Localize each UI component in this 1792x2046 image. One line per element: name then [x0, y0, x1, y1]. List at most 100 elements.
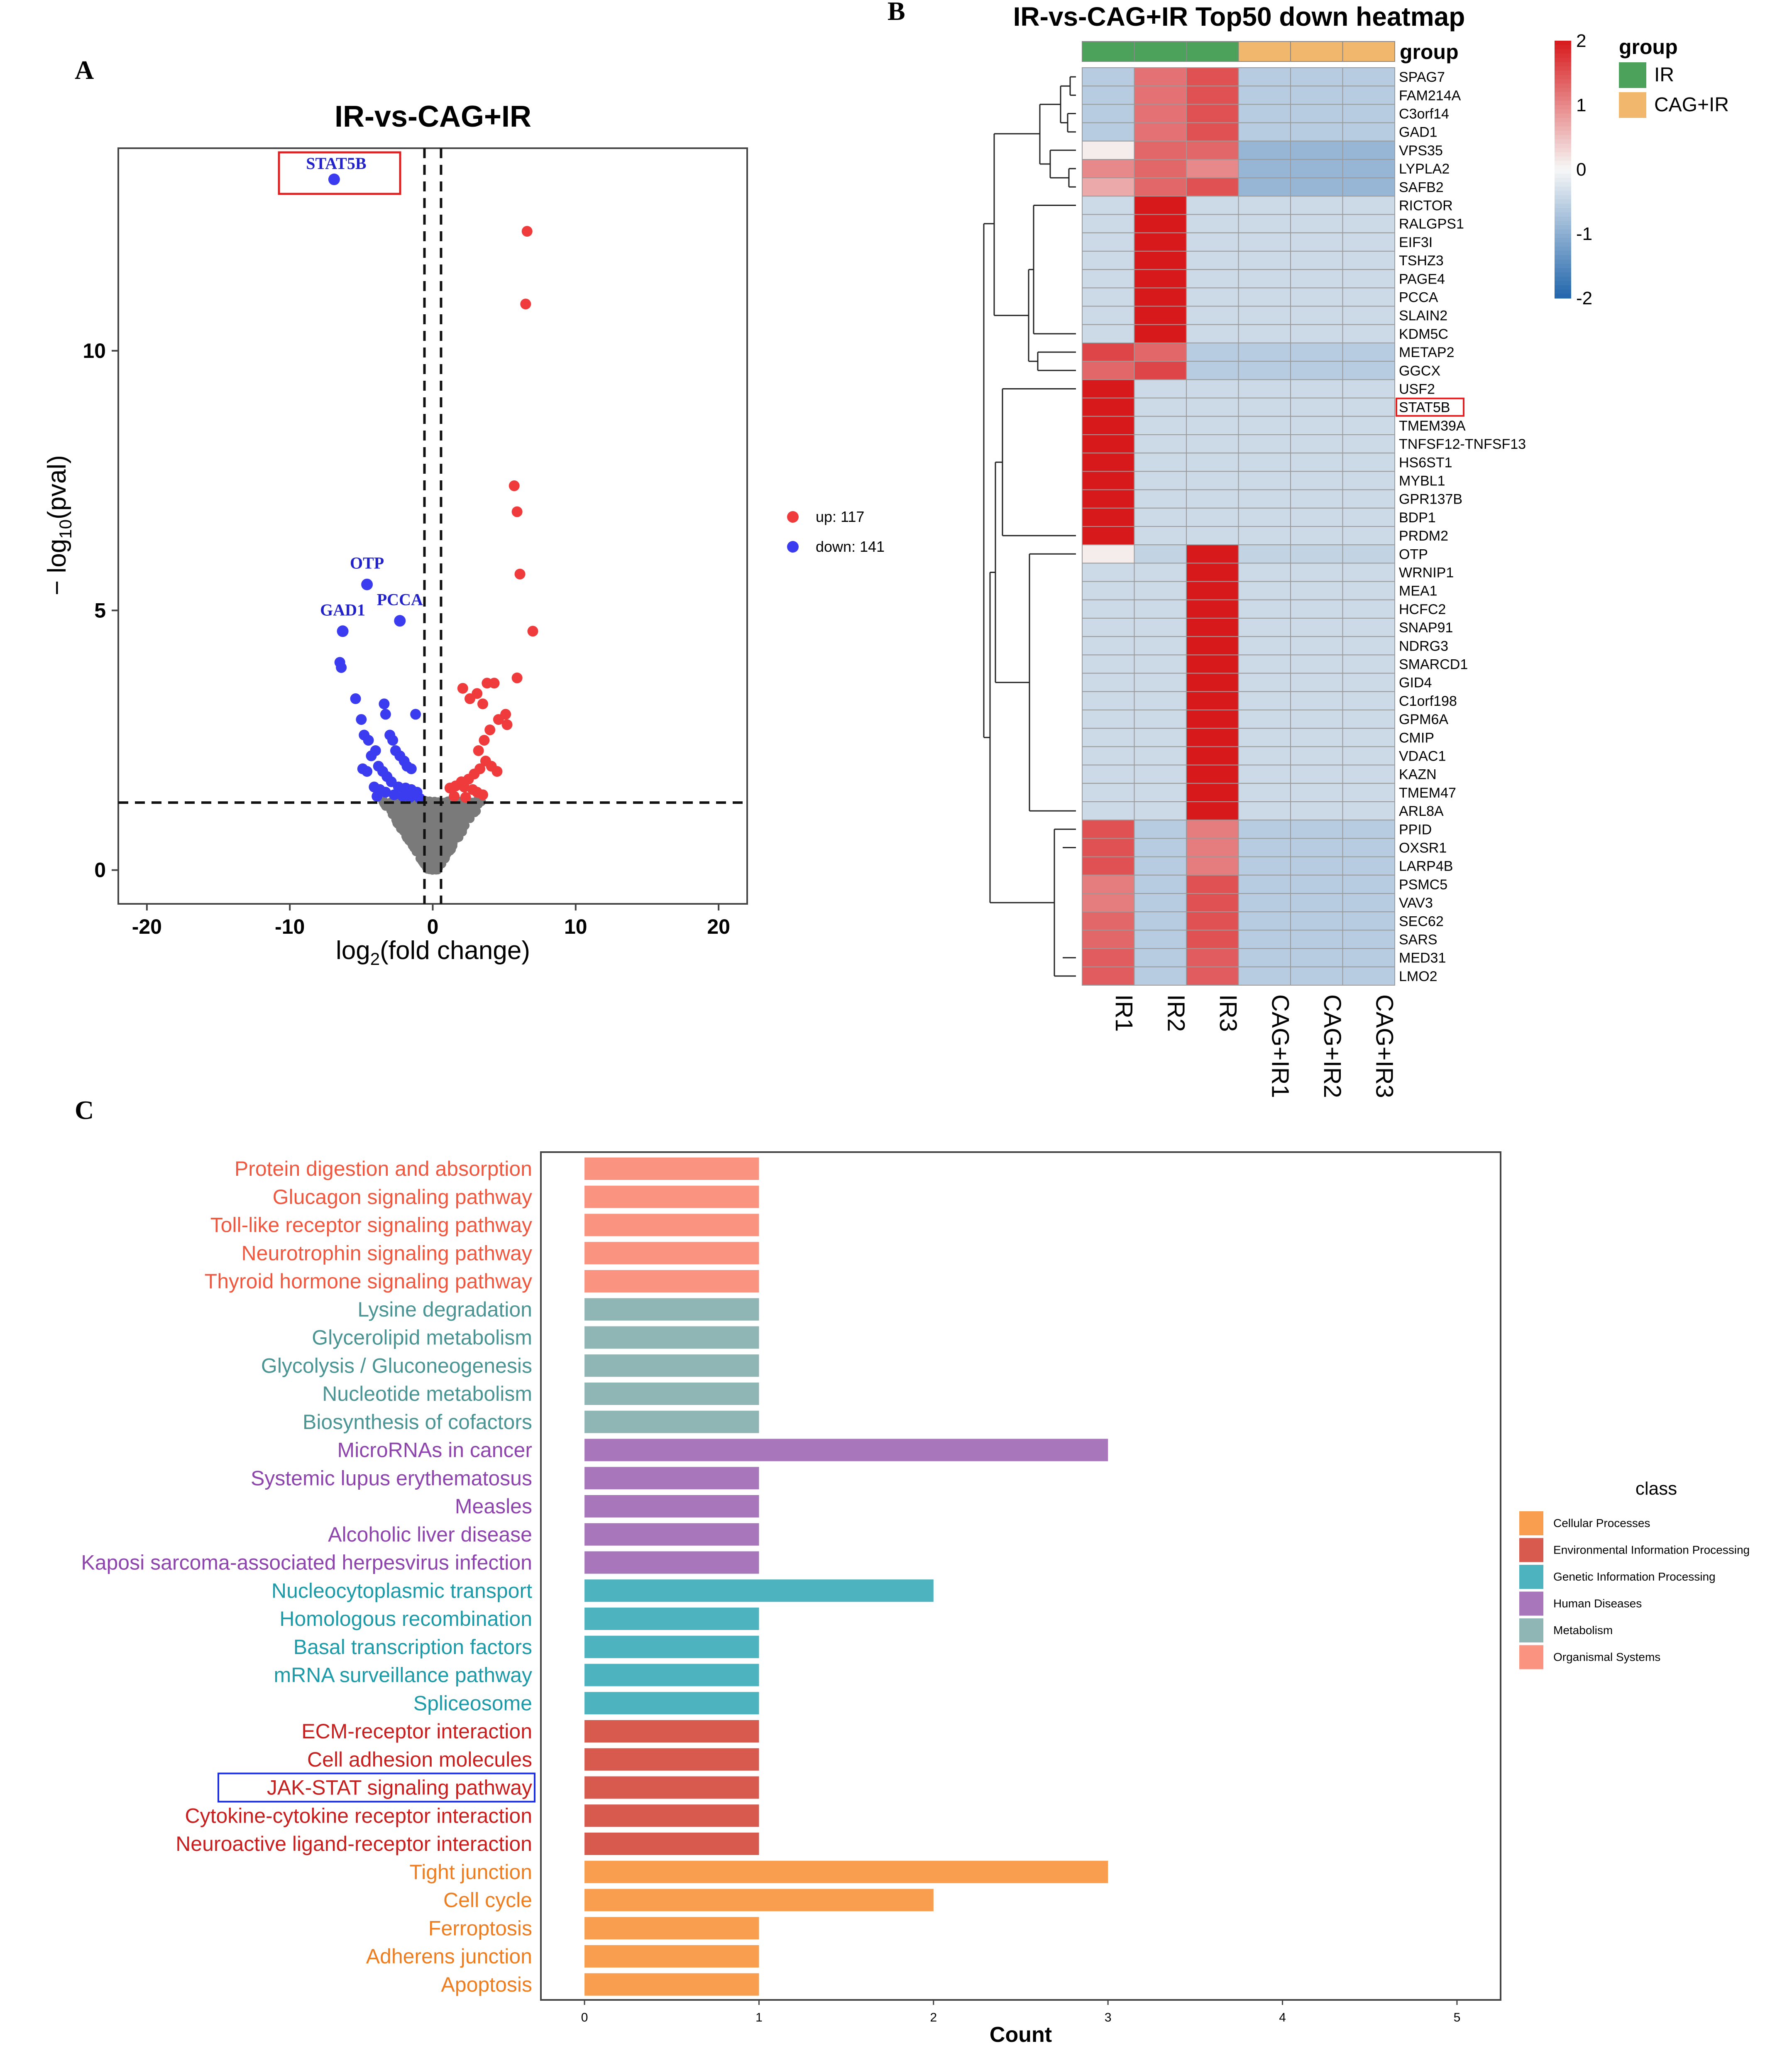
volcano-point-up: [501, 719, 513, 730]
heatmap-cell: [1134, 122, 1187, 142]
heatmap-gene-label-ralgps1: RALGPS1: [1399, 216, 1464, 232]
heatmap-cell: [1186, 122, 1239, 142]
volcano-x-tick-label: 0: [427, 915, 439, 938]
heatmap-cell: [1290, 214, 1343, 233]
heatmap-group-cell-ir3: [1186, 41, 1239, 62]
heatmap-cell: [1238, 948, 1291, 967]
kegg-bar-ecm-receptor-interaction: [584, 1720, 759, 1743]
heatmap-cell: [1134, 214, 1187, 233]
volcano-point-up: [493, 714, 504, 725]
heatmap-colorbar-segment: [1555, 126, 1571, 131]
heatmap-cell: [1134, 710, 1187, 729]
volcano-point-pcca: [394, 615, 406, 627]
panel-letter-a: A: [75, 55, 94, 85]
heatmap-cell: [1342, 673, 1395, 692]
volcano-point-ns: [470, 808, 479, 817]
kegg-category-label-adherens-junction: Adherens junction: [366, 1945, 532, 1968]
heatmap-cell: [1342, 838, 1395, 857]
volcano-point-up: [444, 783, 455, 794]
volcano-y-tick-label: 5: [94, 599, 106, 622]
heatmap-colorbar-segment: [1555, 139, 1571, 144]
heatmap-cell: [1134, 930, 1187, 949]
heatmap-cell: [1342, 581, 1395, 600]
heatmap-cell: [1290, 287, 1343, 307]
kegg-category-label-nucleotide-metabolism: Nucleotide metabolism: [322, 1382, 532, 1405]
heatmap-gene-label-page4: PAGE4: [1399, 271, 1445, 287]
volcano-point-down: [372, 791, 383, 802]
heatmap-cell: [1238, 856, 1291, 876]
volcano-y-tick-label: 0: [94, 859, 106, 882]
heatmap-cell: [1082, 783, 1135, 803]
heatmap-colorbar-segment: [1555, 148, 1571, 153]
heatmap-cell: [1238, 122, 1291, 142]
heatmap-cell: [1134, 874, 1187, 894]
heatmap-cell: [1238, 416, 1291, 435]
heatmap-cell: [1134, 324, 1187, 343]
heatmap-colorbar-segment: [1555, 285, 1571, 290]
heatmap-cell: [1238, 453, 1291, 472]
heatmap-cell: [1186, 654, 1239, 674]
heatmap-cell: [1290, 86, 1343, 105]
volcano-x-tick-label: 20: [707, 915, 730, 938]
heatmap-cell: [1082, 214, 1135, 233]
heatmap-cell: [1186, 471, 1239, 490]
heatmap-cell: [1238, 874, 1291, 894]
heatmap-cell: [1186, 86, 1239, 105]
volcano-point-up: [509, 480, 520, 492]
kegg-bar-glucagon-signaling-pathway: [584, 1185, 759, 1208]
heatmap-cell: [1186, 673, 1239, 692]
kegg-category-label-kaposi-sarcoma-associated-herpesvirus-infection: Kaposi sarcoma-associated herpesvirus in…: [81, 1551, 532, 1574]
kegg-category-label-thyroid-hormone-signaling-pathway: Thyroid hormone signaling pathway: [205, 1270, 532, 1293]
volcano-point-stat5b: [328, 174, 340, 186]
heatmap-cell: [1134, 801, 1187, 821]
kegg-bar-cytokine-cytokine-receptor-interaction: [584, 1804, 759, 1827]
volcano-point-ns: [416, 831, 425, 841]
heatmap-cell: [1186, 379, 1239, 399]
heatmap-gene-label-hcfc2: HCFC2: [1399, 602, 1446, 617]
kegg-x-tick-label: 1: [755, 2011, 763, 2024]
heatmap-cell: [1082, 104, 1135, 123]
heatmap-colorbar-segment: [1555, 272, 1571, 277]
heatmap-cell: [1082, 489, 1135, 509]
heatmap-gene-label-slain2: SLAIN2: [1399, 308, 1447, 324]
heatmap-cell: [1290, 343, 1343, 362]
heatmap-cell: [1238, 196, 1291, 215]
heatmap-cell: [1186, 636, 1239, 656]
heatmap-column-label-cag-ir2: CAG+IR2: [1319, 994, 1346, 1098]
kegg-category-label-spliceosome: Spliceosome: [413, 1691, 532, 1715]
kegg-category-label-basal-transcription-factors: Basal transcription factors: [293, 1635, 532, 1659]
kegg-bar-basal-transcription-factors: [584, 1635, 759, 1658]
heatmap-colorbar-segment: [1555, 62, 1571, 67]
heatmap-cell: [1238, 654, 1291, 674]
heatmap-gene-label-med31: MED31: [1399, 950, 1446, 966]
heatmap-cell: [1082, 177, 1135, 197]
heatmap-cell: [1082, 563, 1135, 582]
volcano-point-up: [511, 672, 523, 683]
heatmap-cell: [1186, 416, 1239, 435]
heatmap-cell: [1082, 856, 1135, 876]
heatmap-cell: [1342, 361, 1395, 380]
heatmap-cell: [1134, 67, 1187, 87]
heatmap-colorbar-segment: [1555, 122, 1571, 127]
heatmap-cell: [1342, 710, 1395, 729]
kegg-legend-title: class: [1636, 1478, 1677, 1499]
volcano-point-ns: [455, 805, 465, 815]
heatmap-cell: [1186, 710, 1239, 729]
kegg-plot-frame: [540, 1151, 1501, 2001]
heatmap-cell: [1238, 86, 1291, 105]
volcano-point-down: [380, 709, 391, 720]
heatmap-colorbar-segment: [1555, 118, 1571, 123]
volcano-legend-marker-up: [787, 511, 799, 523]
kegg-bar-measles: [584, 1495, 759, 1517]
heatmap-cell: [1186, 544, 1239, 564]
heatmap-cell: [1082, 801, 1135, 821]
heatmap-colorbar-tick-label: 0: [1576, 159, 1586, 180]
kegg-bar-alcoholic-liver-disease: [584, 1523, 759, 1546]
kegg-legend-label-cellular-processes: Cellular Processes: [1553, 1517, 1650, 1530]
heatmap-cell: [1290, 874, 1343, 894]
heatmap-gene-label-vdac1: VDAC1: [1399, 749, 1446, 764]
heatmap-gene-label-mybl1: MYBL1: [1399, 473, 1445, 489]
heatmap-colorbar-segment: [1555, 174, 1571, 179]
heatmap-gene-label-snap91: SNAP91: [1399, 620, 1453, 636]
heatmap-colorbar-segment: [1555, 75, 1571, 80]
